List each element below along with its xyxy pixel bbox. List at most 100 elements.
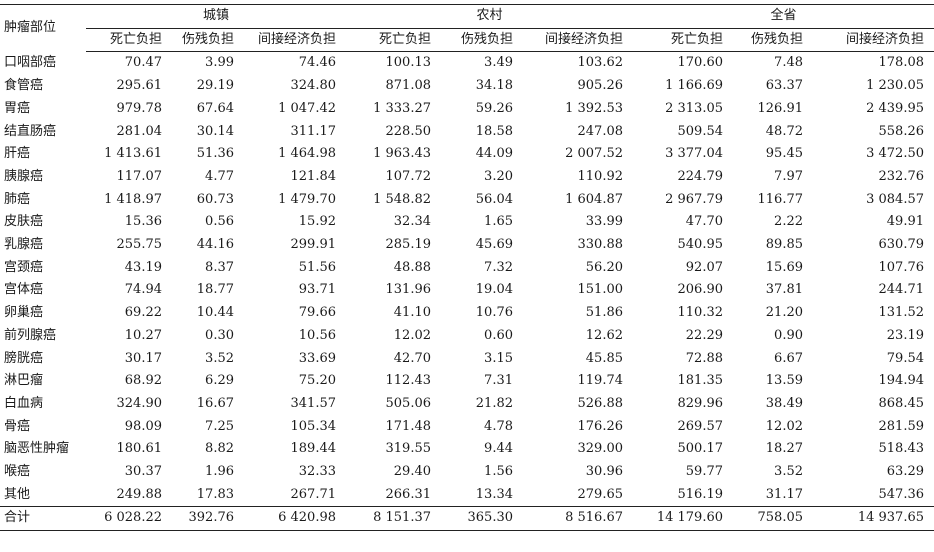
table-cell: 21.20 — [765, 305, 803, 321]
table-cell: 2 439.95 — [866, 100, 924, 116]
table-cell: 1 166.69 — [665, 78, 723, 94]
table-cell: 1.96 — [205, 464, 234, 480]
tumor-site-label: 宫颈癌 — [4, 259, 44, 275]
total-cell: 6 420.98 — [244, 506, 346, 532]
table-cell: 79.66 — [298, 305, 336, 321]
table-cell: 3.52 — [205, 350, 234, 366]
group-header-urban: 城镇 — [86, 4, 346, 29]
subheader-death: 死亡负担 — [346, 28, 441, 53]
table-cell: 18.77 — [196, 282, 234, 298]
table-cell: 1.56 — [484, 464, 513, 480]
table-cell: 2 313.05 — [665, 100, 723, 116]
table-cell: 12.02 — [393, 327, 431, 343]
table-cell: 1 392.53 — [565, 100, 623, 116]
total-cell: 6 028.22 — [86, 506, 172, 532]
tumor-site-label: 喉癌 — [4, 464, 31, 480]
table-cell: 228.50 — [385, 123, 432, 139]
table-cell: 7.32 — [484, 259, 513, 275]
table-cell: 505.06 — [385, 395, 432, 411]
table-cell: 518.43 — [878, 441, 925, 457]
table-cell: 8.82 — [205, 441, 234, 457]
table-cell: 59.77 — [685, 464, 723, 480]
table-cell: 29.19 — [196, 78, 234, 94]
table-cell: 281.04 — [116, 123, 163, 139]
table-cell: 13.34 — [475, 486, 513, 502]
table-cell: 1 333.27 — [373, 100, 431, 116]
table-cell: 131.52 — [878, 305, 925, 321]
tumor-site-label: 淋巴瘤 — [4, 373, 44, 389]
table-cell: 32.34 — [393, 214, 431, 230]
table-cell: 180.61 — [116, 441, 163, 457]
table-cell: 30.14 — [196, 123, 234, 139]
table-row: 宫颈癌 43.19 8.37 51.56 48.88 7.32 56.20 92.07 15.6… — [0, 257, 934, 280]
table-cell: 206.90 — [677, 282, 724, 298]
table-cell: 558.26 — [878, 123, 925, 139]
table-cell: 30.17 — [124, 350, 162, 366]
table-cell: 3.20 — [484, 168, 513, 184]
table-cell: 9.44 — [484, 441, 513, 457]
table-row: 宫体癌 74.94 18.77 93.71 131.96 19.04 151.00 206.9… — [0, 279, 934, 302]
table-cell: 23.19 — [886, 327, 924, 343]
table-cell: 63.29 — [886, 464, 924, 480]
table-cell: 285.19 — [385, 237, 432, 253]
table-cell: 95.45 — [765, 146, 803, 162]
row-header: 肿瘤部位 — [0, 3, 86, 52]
table-cell: 116.77 — [757, 191, 804, 207]
table-cell: 74.46 — [298, 55, 336, 71]
total-cell: 392.76 — [172, 506, 244, 532]
table-row: 胃癌 979.78 67.64 1 047.42 1 333.27 59.26 1 392.… — [0, 98, 934, 121]
tumor-site-label: 口咽部癌 — [4, 55, 57, 71]
table-cell: 540.95 — [677, 237, 724, 253]
total-cell: 14 179.60 — [633, 506, 733, 532]
table-cell: 1 604.87 — [565, 191, 623, 207]
table-cell: 10.27 — [124, 327, 162, 343]
table-cell: 79.54 — [886, 350, 924, 366]
table-cell: 244.71 — [878, 282, 925, 298]
table-cell: 0.56 — [205, 214, 234, 230]
tumor-site-label: 肺癌 — [4, 191, 31, 207]
table-row: 喉癌 30.37 1.96 32.33 29.40 1.56 30.96 59.77 3.52 6… — [0, 461, 934, 484]
table-cell: 1 963.43 — [373, 146, 431, 162]
total-cell: 8 516.67 — [523, 506, 633, 532]
table-cell: 299.91 — [290, 237, 337, 253]
table-cell: 56.20 — [585, 259, 623, 275]
table-cell: 6.67 — [774, 350, 803, 366]
table-cell: 30.96 — [585, 464, 623, 480]
subheader-death: 死亡负担 — [86, 28, 172, 53]
table-cell: 330.88 — [577, 237, 624, 253]
table-cell: 3 472.50 — [866, 146, 924, 162]
tumor-site-label: 骨癌 — [4, 418, 31, 434]
tumor-site-label: 前列腺癌 — [4, 327, 57, 343]
table-cell: 151.00 — [577, 282, 624, 298]
table-cell: 31.17 — [765, 486, 803, 502]
table-cell: 178.08 — [878, 55, 925, 71]
table-cell: 266.31 — [385, 486, 432, 502]
table-cell: 7.25 — [205, 418, 234, 434]
table-cell: 3 377.04 — [665, 146, 723, 162]
table-cell: 49.91 — [886, 214, 924, 230]
tumor-site-label: 乳腺癌 — [4, 237, 44, 253]
table-cell: 117.07 — [116, 168, 163, 184]
table-cell: 105.34 — [290, 418, 337, 434]
table-row: 肝癌 1 413.61 51.36 1 464.98 1 963.43 44.09 2 00… — [0, 143, 934, 166]
table-cell: 42.70 — [393, 350, 431, 366]
table-cell: 103.62 — [577, 55, 624, 71]
table-row: 肺癌 1 418.97 60.73 1 479.70 1 548.82 56.04 1 60… — [0, 189, 934, 212]
table-cell: 60.73 — [196, 191, 234, 207]
table-cell: 15.92 — [298, 214, 336, 230]
table-cell: 547.36 — [878, 486, 925, 502]
table-cell: 37.81 — [765, 282, 803, 298]
table-cell: 45.69 — [475, 237, 513, 253]
table-cell: 74.94 — [124, 282, 162, 298]
table-cell: 59.26 — [475, 100, 513, 116]
table-cell: 3.15 — [484, 350, 513, 366]
table-cell: 56.04 — [475, 191, 513, 207]
table-cell: 68.92 — [124, 373, 162, 389]
table-cell: 93.71 — [298, 282, 336, 298]
table-cell: 255.75 — [116, 237, 163, 253]
table-cell: 7.31 — [484, 373, 513, 389]
table-cell: 2.22 — [774, 214, 803, 230]
table-cell: 121.84 — [290, 168, 337, 184]
table-cell: 224.79 — [677, 168, 724, 184]
table-cell: 33.99 — [585, 214, 623, 230]
